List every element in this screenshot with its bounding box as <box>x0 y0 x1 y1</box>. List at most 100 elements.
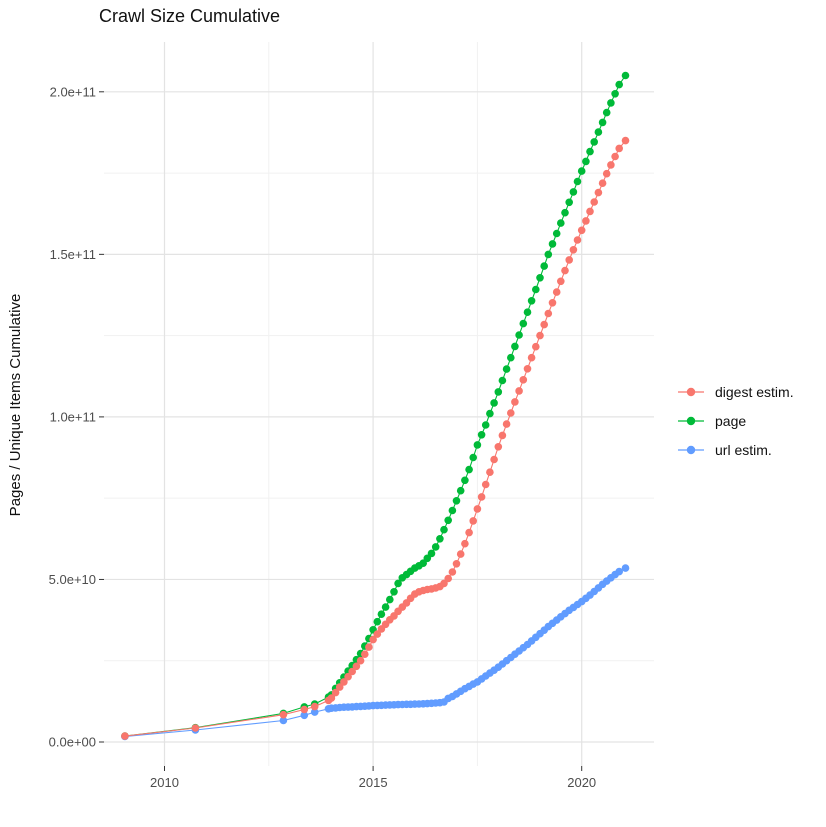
data-point <box>481 421 490 429</box>
data-point <box>331 688 340 697</box>
data-point <box>452 560 461 568</box>
legend-item-digest: digest estim. <box>676 377 794 406</box>
data-point <box>586 147 594 156</box>
data-point <box>436 535 444 543</box>
data-point <box>477 493 486 501</box>
data-point <box>335 683 344 691</box>
data-point <box>369 635 377 644</box>
data-point <box>300 711 309 720</box>
legend-key-digest-icon <box>678 387 704 396</box>
data-point <box>590 138 598 146</box>
legend-item-page: page <box>676 406 794 435</box>
data-point <box>582 217 590 225</box>
x-tick-labels: 2010 2015 2020 <box>150 775 596 790</box>
data-point <box>594 188 603 197</box>
data-point <box>486 468 494 477</box>
data-point <box>469 453 478 462</box>
data-point <box>569 246 578 254</box>
legend-label-url: url estim. <box>715 441 772 458</box>
data-point <box>573 236 582 244</box>
data-point <box>490 455 498 464</box>
y-tick-label: 5.0e+10 <box>49 572 96 587</box>
y-tick-label: 0.0e+00 <box>49 735 96 750</box>
data-point <box>465 465 473 474</box>
data-point <box>494 443 503 451</box>
data-point <box>532 285 540 294</box>
data-point <box>444 516 453 525</box>
data-point <box>381 603 390 611</box>
data-point <box>356 656 365 665</box>
data-point <box>557 277 565 286</box>
data-point <box>523 308 532 317</box>
gridlines-major <box>104 42 654 766</box>
data-point <box>527 297 536 305</box>
data-point <box>191 724 200 732</box>
data-point <box>310 708 319 716</box>
y-tick-labels: 0.0e+00 5.0e+10 1.0e+11 1.5e+11 2.0e+11 <box>49 84 96 749</box>
y-axis-title: Pages / Unique Items Cumulative <box>7 293 24 517</box>
y-tick-label: 1.5e+11 <box>50 247 96 262</box>
data-point <box>494 388 503 396</box>
y-tick-label: 1.0e+11 <box>50 409 96 424</box>
data-point <box>452 497 461 505</box>
y-tick-label: 2.0e+11 <box>50 84 96 99</box>
data-point <box>300 705 309 714</box>
data-point <box>602 108 611 117</box>
data-point <box>507 409 515 417</box>
data-point <box>344 672 352 681</box>
data-point <box>573 177 582 186</box>
data-point <box>557 219 565 227</box>
data-point <box>590 198 598 206</box>
data-point <box>552 229 561 238</box>
data-point <box>448 506 457 515</box>
data-point <box>548 299 557 307</box>
data-point <box>607 161 615 169</box>
data-point <box>498 376 507 385</box>
data-point <box>456 486 465 495</box>
data-point <box>486 409 494 418</box>
data-point <box>361 650 369 658</box>
gridlines-minor <box>104 42 654 766</box>
data-point <box>519 376 528 384</box>
series-line <box>124 567 626 738</box>
data-point <box>582 157 590 166</box>
data-point <box>536 274 544 282</box>
data-point <box>577 167 586 175</box>
x-tick-label: 2010 <box>150 775 179 790</box>
data-point <box>310 702 319 711</box>
x-tick-label: 2015 <box>359 775 388 790</box>
data-point <box>615 567 623 576</box>
data-point <box>390 588 398 596</box>
data-point <box>348 667 357 676</box>
data-point <box>511 342 519 351</box>
data-point <box>569 188 578 196</box>
data-point <box>577 226 586 235</box>
data-point <box>611 90 619 98</box>
legend: digest estim. page url estim. <box>676 377 794 464</box>
data-point <box>502 365 511 373</box>
data-point <box>527 353 536 362</box>
x-tick-label: 2020 <box>567 775 596 790</box>
data-point <box>465 528 473 537</box>
legend-key-url-icon <box>678 445 704 454</box>
data-point <box>279 716 288 725</box>
data-point <box>602 169 611 178</box>
data-point <box>461 539 469 548</box>
data-point <box>565 198 573 207</box>
data-point <box>615 144 623 153</box>
data-point <box>365 643 373 651</box>
data-point <box>352 662 361 671</box>
chart-title: Crawl Size Cumulative <box>99 6 281 26</box>
data-point <box>621 136 630 145</box>
data-point <box>515 387 523 395</box>
axis-ticks <box>99 91 583 771</box>
data-point <box>598 118 607 127</box>
data-point <box>598 179 607 187</box>
data-point <box>440 525 448 534</box>
data-point <box>279 710 288 719</box>
data-point <box>473 505 482 513</box>
legend-label-digest: digest estim. <box>715 383 794 400</box>
data-point <box>477 431 486 439</box>
data-point <box>481 480 490 489</box>
